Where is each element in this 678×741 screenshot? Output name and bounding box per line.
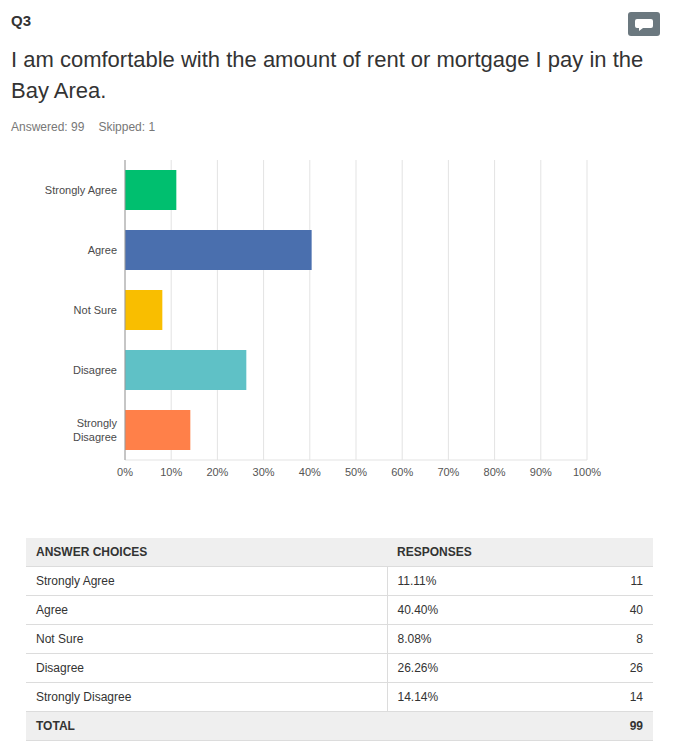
html-text:40.40%: 40.40% [397, 603, 439, 617]
html-text:Agree: Agree [36, 603, 68, 617]
svg-text:Strongly Agree: Strongly Agree [45, 184, 117, 196]
svg-text:10%: 10% [160, 466, 182, 478]
html-text:14: 14 [629, 690, 643, 704]
html-text:Strongly Disagree: Strongly Disagree [36, 690, 132, 704]
svg-text:70%: 70% [437, 466, 459, 478]
html-text:Q3: Q3 [11, 12, 31, 29]
html-text:14.14%: 14.14% [397, 690, 439, 704]
html-text:Skipped: 1: Skipped: 1 [98, 120, 156, 134]
svg-text:Agree: Agree [88, 244, 117, 256]
html-text:11.11%: 11.11% [397, 574, 437, 588]
svg-text:0%: 0% [117, 466, 133, 478]
html-text:Answered: 99: Answered: 99 [11, 120, 85, 134]
html-text:TOTAL: TOTAL [36, 719, 75, 733]
html-text:Strongly Agree: Strongly Agree [36, 574, 115, 588]
html-text:99: 99 [629, 719, 643, 733]
svg-text:30%: 30% [253, 466, 275, 478]
svg-text:60%: 60% [391, 466, 413, 478]
html-text:I am comfortable with the amou: I am comfortable with the amount of rent… [11, 47, 644, 103]
svg-text:StronglyDisagree: StronglyDisagree [73, 417, 118, 443]
svg-text:20%: 20% [206, 466, 228, 478]
html-text:26.26%: 26.26% [397, 661, 439, 675]
svg-text:50%: 50% [345, 466, 367, 478]
svg-text:Not Sure: Not Sure [74, 304, 117, 316]
html-text:26: 26 [629, 661, 643, 675]
svg-text:40%: 40% [299, 466, 321, 478]
html-text:Not Sure: Not Sure [36, 632, 84, 646]
html-text:11: 11 [630, 574, 643, 588]
svg-text:100%: 100% [573, 466, 601, 478]
html-text:8.08%: 8.08% [397, 632, 432, 646]
html-text:8: 8 [636, 632, 643, 646]
html-text:RESPONSES: RESPONSES [397, 545, 472, 559]
svg-text:80%: 80% [484, 466, 506, 478]
svg-text:Disagree: Disagree [73, 364, 117, 376]
html-text:40: 40 [629, 603, 643, 617]
svg-text:90%: 90% [530, 466, 552, 478]
html-text:Disagree: Disagree [36, 661, 84, 675]
html-text:ANSWER CHOICES: ANSWER CHOICES [36, 545, 148, 559]
